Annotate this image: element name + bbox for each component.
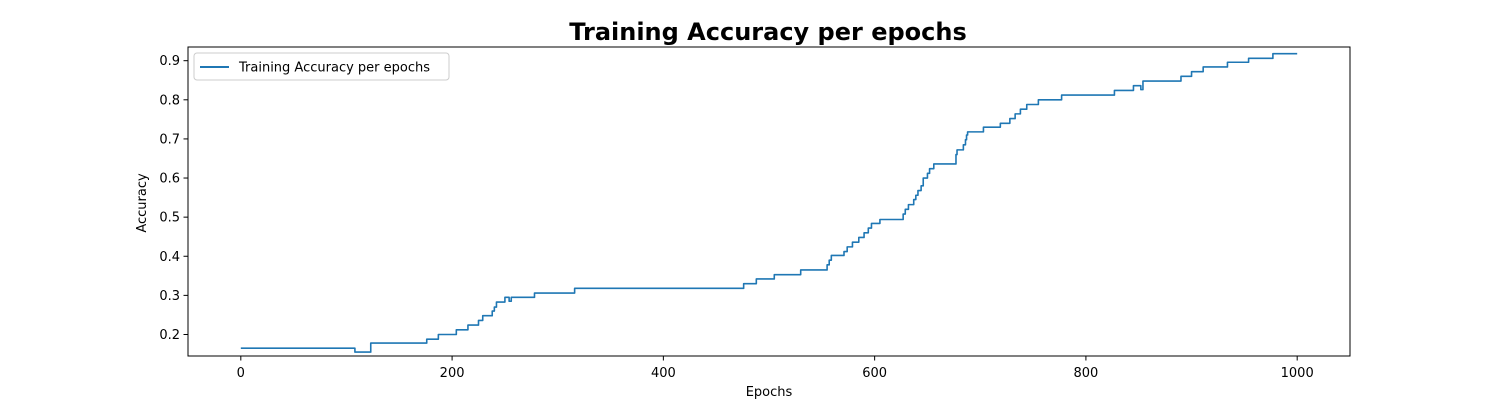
- x-tick-label: 0: [237, 366, 245, 381]
- x-axis-label: Epochs: [746, 385, 793, 400]
- x-tick-label: 1000: [1281, 366, 1314, 381]
- y-tick-label: 0.3: [159, 289, 180, 304]
- legend: Training Accuracy per epochs: [193, 52, 450, 81]
- x-tick-label: 400: [651, 366, 676, 381]
- y-tick-label: 0.2: [159, 328, 180, 343]
- y-tick-label: 0.8: [159, 93, 180, 108]
- series-layer: [240, 52, 1298, 353]
- y-tick-label: 0.9: [159, 54, 180, 69]
- plot-frame: [187, 46, 1351, 357]
- legend-box: [193, 52, 450, 81]
- series-line-0: [240, 52, 1298, 353]
- y-axis-label: Accuracy: [135, 173, 150, 233]
- y-axis: 0.2 0.3 0.4 0.5 0.6 0.7 0.8 0.9: [159, 54, 188, 343]
- plot-area: [187, 46, 1351, 357]
- x-tick-label: 800: [1073, 366, 1098, 381]
- y-tick-label: 0.5: [159, 211, 180, 226]
- x-tick-label: 200: [440, 366, 465, 381]
- y-tick-label: 0.6: [159, 172, 180, 187]
- y-tick-label: 0.4: [159, 250, 180, 265]
- y-tick-label: 0.7: [159, 132, 180, 147]
- x-tick-label: 600: [862, 366, 887, 381]
- x-axis: 0 200 400 600 800 1000: [237, 356, 1314, 381]
- legend-label: Training Accuracy per epochs: [238, 61, 430, 76]
- chart-title: Training Accuracy per epochs: [569, 18, 967, 46]
